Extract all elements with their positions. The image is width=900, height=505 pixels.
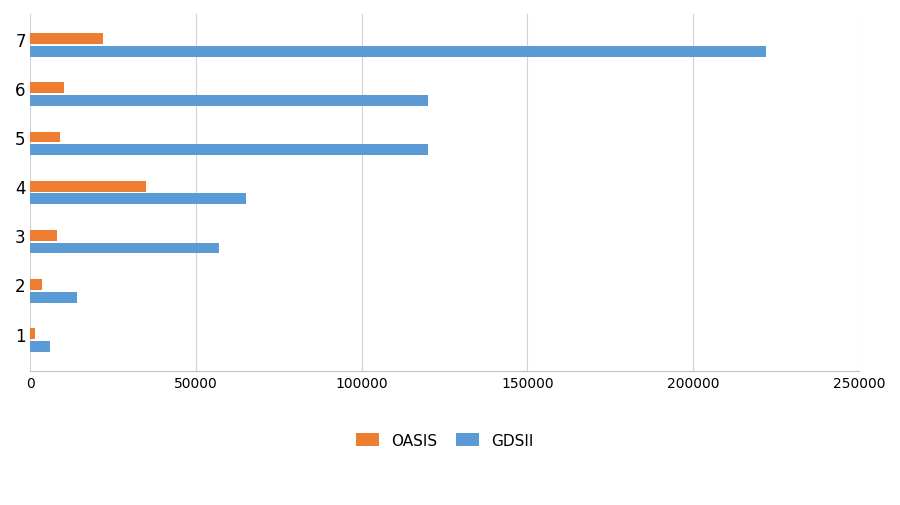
Bar	[31, 292, 76, 303]
Bar	[31, 181, 147, 192]
Bar	[31, 243, 220, 254]
Bar	[31, 47, 766, 58]
Bar	[31, 96, 428, 107]
Bar	[31, 194, 246, 205]
Bar	[31, 329, 35, 339]
Bar	[31, 341, 50, 352]
Bar	[31, 132, 60, 143]
Bar	[31, 230, 57, 241]
Bar	[31, 279, 42, 290]
Bar	[31, 83, 64, 94]
Bar	[31, 145, 428, 156]
Bar	[31, 34, 104, 45]
Legend: OASIS, GDSII: OASIS, GDSII	[348, 425, 541, 456]
